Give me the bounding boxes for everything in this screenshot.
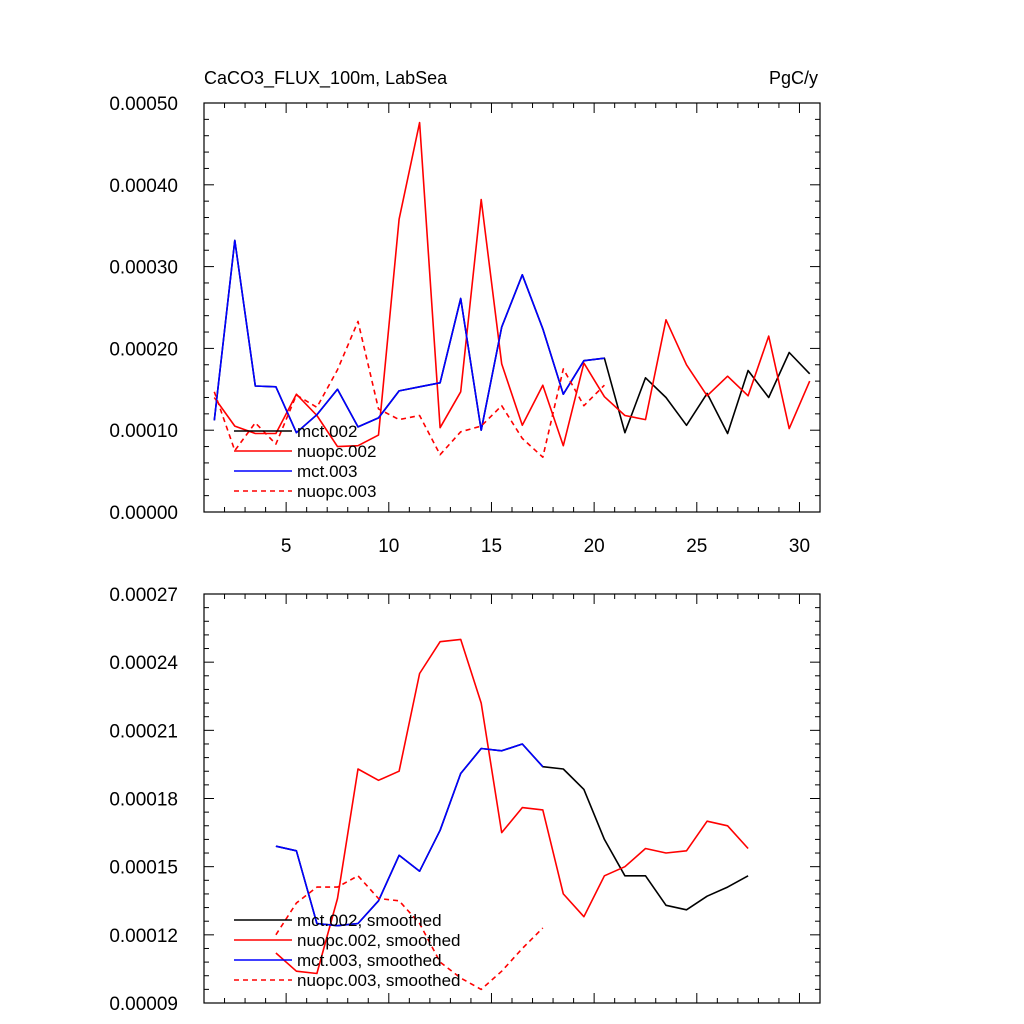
y-tick-label: 0.00012 — [109, 926, 178, 947]
top-chart-series-lines — [213, 121, 811, 459]
x-tick-label: 30 — [789, 536, 810, 557]
legend-label: mct.003, smoothed — [297, 951, 442, 970]
x-tick-label: 20 — [584, 536, 605, 557]
bottom-chart-y-tick-labels: 0.00009 0.00012 0.00015 0.00018 0.00021 0.000… — [109, 585, 178, 1015]
y-tick-label: 0.00027 — [109, 585, 178, 606]
y-tick-label: 0.00020 — [109, 339, 178, 360]
chart-title: CaCO3_FLUX_100m, LabSea — [204, 68, 448, 89]
y-tick-label: 0.00040 — [109, 176, 178, 197]
bottom-chart: 0.00009 0.00012 0.00015 0.00018 0.00021 0.000… — [109, 585, 821, 1015]
bottom-chart-series-lines — [275, 638, 749, 991]
x-tick-label: 10 — [378, 536, 399, 557]
series-line-4 — [275, 874, 544, 991]
legend-label: nuopc.002, smoothed — [297, 931, 461, 950]
legend-label: mct.002, smoothed — [297, 911, 442, 930]
series-line-2 — [213, 121, 811, 448]
x-tick-label: 25 — [686, 536, 707, 557]
series-line-3 — [213, 239, 605, 434]
legend-label: mct.002 — [297, 422, 357, 441]
bottom-chart-frame — [203, 593, 821, 1004]
legend-label: nuopc.002 — [297, 442, 376, 461]
top-chart-x-tick-labels: 5 10 15 20 25 30 — [281, 536, 810, 557]
y-tick-label: 0.00009 — [109, 994, 178, 1015]
y-tick-label: 0.00030 — [109, 258, 178, 279]
chart-units: PgC/y — [769, 68, 818, 88]
legend-label: nuopc.003 — [297, 482, 376, 501]
series-line-2 — [275, 638, 749, 975]
series-line-3 — [275, 743, 544, 927]
top-chart: CaCO3_FLUX_100m, LabSea PgC/y 5 10 15 20 25 3… — [109, 68, 821, 557]
y-tick-label: 0.00021 — [109, 721, 178, 742]
y-tick-label: 0.00010 — [109, 421, 178, 442]
legend-label: nuopc.003, smoothed — [297, 971, 461, 990]
legend-label: mct.003 — [297, 462, 357, 481]
y-tick-label: 0.00050 — [109, 94, 178, 115]
series-line-4 — [213, 320, 605, 459]
top-chart-y-tick-labels: 0.00000 0.00010 0.00020 0.00030 0.00040 0.000… — [109, 94, 178, 524]
y-tick-label: 0.00015 — [109, 858, 178, 879]
bottom-chart-ticks — [203, 593, 821, 1004]
x-tick-label: 15 — [481, 536, 502, 557]
y-tick-label: 0.00000 — [109, 503, 178, 524]
top-chart-frame — [203, 102, 821, 513]
y-tick-label: 0.00024 — [109, 653, 178, 674]
y-tick-label: 0.00018 — [109, 790, 178, 811]
x-tick-label: 5 — [281, 536, 292, 557]
